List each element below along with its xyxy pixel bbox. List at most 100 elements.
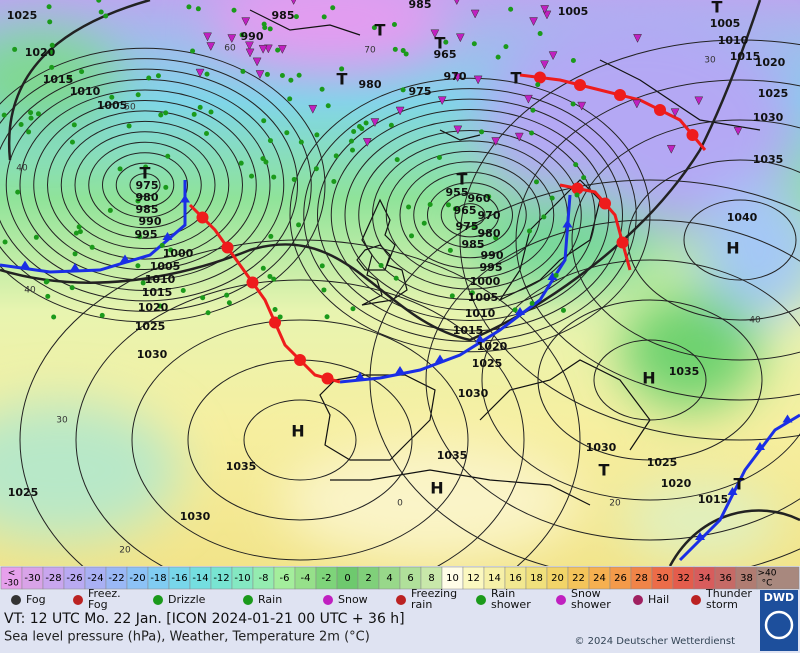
rain-dot bbox=[158, 112, 164, 118]
legend-icon bbox=[396, 595, 406, 605]
snow-shower bbox=[577, 101, 587, 111]
rain-dot bbox=[224, 292, 230, 298]
rain-dot bbox=[321, 14, 327, 20]
rain-dot bbox=[168, 247, 174, 253]
rain-dot bbox=[96, 0, 102, 3]
snow-shower bbox=[514, 132, 524, 142]
pressure-center: H bbox=[430, 479, 443, 498]
rain-dot bbox=[77, 229, 83, 235]
isobar-label: 1025 bbox=[758, 87, 789, 100]
scale-label: 14 bbox=[488, 573, 501, 584]
snow-shower bbox=[733, 126, 743, 136]
rain-dot bbox=[137, 234, 143, 240]
legend-icon bbox=[243, 595, 253, 605]
rain-dot bbox=[272, 306, 278, 312]
front-triangle bbox=[162, 232, 173, 240]
isobar bbox=[0, 58, 312, 312]
rain-dot bbox=[33, 234, 39, 240]
snow-shower bbox=[454, 0, 460, 6]
rain-dot bbox=[549, 195, 555, 201]
scale-cell bbox=[756, 566, 800, 590]
rain-dot bbox=[445, 202, 451, 208]
rain-dot bbox=[287, 96, 293, 102]
isobar-label: 995 bbox=[135, 228, 158, 241]
snow-shower bbox=[252, 57, 262, 67]
rain-dot bbox=[333, 153, 339, 159]
front-triangle bbox=[727, 487, 738, 495]
scale-label: 26 bbox=[614, 573, 627, 584]
rain-dot bbox=[2, 239, 8, 245]
pressure-center: H bbox=[642, 369, 655, 388]
snow-shower bbox=[241, 17, 251, 27]
weather-legend: Fog Freez.Fog Drizzle Rain Snow FreezingrainR… bbox=[11, 587, 752, 611]
isobar bbox=[440, 192, 500, 238]
rain-dot bbox=[51, 314, 57, 320]
isobar-label: 1005 bbox=[558, 5, 589, 18]
rain-dot bbox=[157, 303, 163, 309]
rain-dot bbox=[98, 9, 104, 15]
isobar-label: 955 bbox=[446, 186, 469, 199]
rain-dot bbox=[330, 5, 336, 11]
isobar bbox=[303, 88, 637, 342]
rain-dot bbox=[471, 223, 477, 229]
isobar bbox=[102, 152, 188, 218]
isobar bbox=[115, 162, 175, 208]
isobar-label: 1035 bbox=[753, 153, 784, 166]
rain-dot bbox=[48, 49, 54, 55]
legend-label: Freez. bbox=[88, 587, 121, 600]
scale-label: 30 bbox=[656, 573, 669, 584]
rain-dot bbox=[493, 235, 499, 241]
rain-dot bbox=[69, 139, 75, 145]
isobar-label: 980 bbox=[136, 191, 159, 204]
rain-dot bbox=[140, 280, 146, 286]
legend-label: Fog bbox=[26, 593, 46, 606]
front-bump bbox=[571, 182, 584, 195]
isobar bbox=[19, 89, 271, 281]
rain-dot bbox=[541, 214, 547, 220]
temperature-label: 0 bbox=[397, 499, 403, 509]
rain-dot bbox=[508, 6, 514, 12]
isobar-label: 1020 bbox=[477, 340, 508, 353]
rain-dot bbox=[268, 233, 274, 239]
isobar bbox=[0, 68, 298, 302]
temperature-label: 30 bbox=[704, 56, 716, 66]
rain-dot bbox=[49, 42, 55, 48]
isobar-label: 1015 bbox=[698, 493, 729, 506]
rain-dot bbox=[163, 184, 169, 190]
rain-dot bbox=[262, 25, 268, 31]
rain-dot bbox=[573, 162, 579, 168]
scale-label: 34 bbox=[698, 573, 711, 584]
rain-dot bbox=[275, 47, 281, 53]
rain-dot bbox=[260, 156, 266, 162]
rain-dot bbox=[191, 111, 197, 117]
legend-label: Snow bbox=[338, 593, 368, 606]
scale-label: -28 bbox=[45, 573, 61, 584]
rain-dot bbox=[409, 233, 415, 239]
dwd-logo-text: DWD bbox=[764, 591, 794, 604]
rain-dot bbox=[89, 244, 95, 250]
snow-shower bbox=[203, 32, 212, 42]
snow-shower bbox=[694, 96, 704, 106]
isobar-label: 1035 bbox=[226, 460, 257, 473]
rain-dot bbox=[291, 176, 297, 182]
rain-dot bbox=[146, 75, 152, 81]
isobar bbox=[129, 173, 161, 197]
isobar-label: 1005 bbox=[97, 99, 128, 112]
isobar-label: 1005 bbox=[468, 291, 499, 304]
rain-dot bbox=[1, 112, 7, 118]
rain-dot bbox=[529, 130, 535, 136]
rain-dot bbox=[570, 101, 576, 107]
front-triangle bbox=[120, 254, 130, 263]
legend-label: storm bbox=[706, 598, 738, 611]
pressure-center: H bbox=[291, 422, 304, 441]
snow-shower bbox=[227, 34, 237, 44]
rain-dot bbox=[73, 230, 79, 236]
scale-label: -20 bbox=[129, 573, 145, 584]
rain-dot bbox=[12, 46, 18, 52]
isobar-label: 1030 bbox=[753, 111, 784, 124]
scale-label: 18 bbox=[530, 573, 543, 584]
temperature-scale: <-30 -30 -28 -26 -24 -22 -20 -18 -16 -14 -12 -10 -8-… bbox=[0, 566, 800, 590]
isobar-label: 990 bbox=[139, 215, 162, 228]
legend-label: rain bbox=[411, 598, 432, 611]
front-bump bbox=[321, 372, 334, 385]
